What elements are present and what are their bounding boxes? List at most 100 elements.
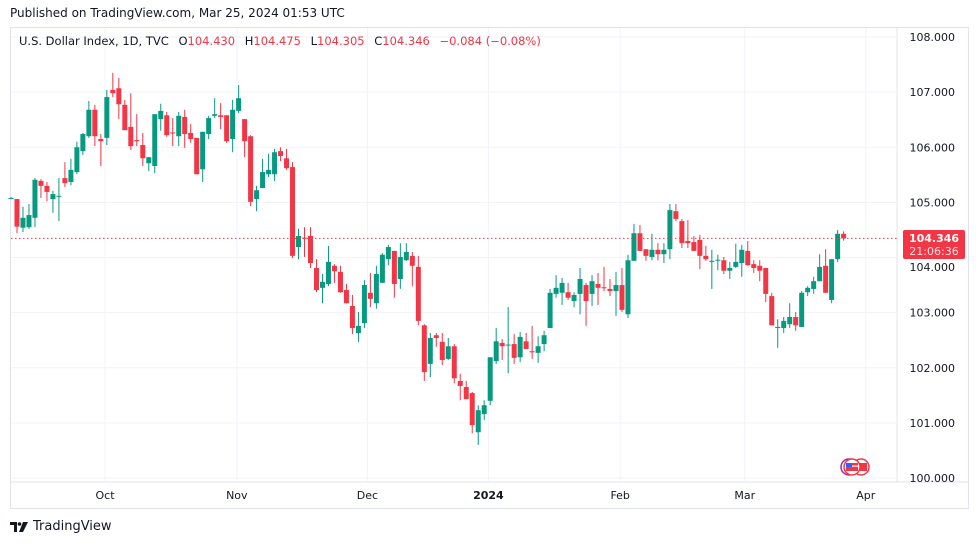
candle-down — [290, 162, 296, 259]
candle-up — [805, 286, 811, 297]
price-tick-label: 107.000 — [910, 86, 956, 99]
candle-down — [62, 162, 68, 187]
candle-up — [445, 337, 451, 361]
candle-down — [697, 234, 703, 270]
time-tick-label: Feb — [610, 489, 629, 502]
candle-body — [194, 137, 200, 175]
candle-body — [607, 288, 613, 292]
candle-down — [313, 259, 319, 293]
candle-down — [601, 266, 607, 292]
candle-body — [775, 326, 781, 328]
candle-down — [218, 103, 224, 130]
candle-up — [661, 243, 667, 264]
candle-down — [619, 267, 625, 313]
candle-down — [242, 119, 248, 158]
candle-body — [242, 119, 248, 142]
candle-down — [164, 111, 170, 137]
candle-down — [349, 294, 355, 335]
candle-body — [601, 287, 607, 289]
grid-lines — [10, 28, 969, 483]
candle-body — [86, 109, 92, 137]
symbol-title: U.S. Dollar Index, 1D, TVC — [19, 34, 169, 48]
candle-body — [260, 172, 266, 189]
candle-up — [613, 271, 619, 316]
candle-body — [218, 115, 224, 117]
candle-body — [751, 264, 757, 268]
events-flag-icon[interactable] — [840, 458, 870, 476]
candle-down — [44, 181, 50, 202]
time-axis: Oct Nov Dec 2024 Feb Mar Apr — [96, 489, 876, 502]
candle-body — [212, 114, 218, 116]
candle-down — [110, 72, 116, 98]
candle-body — [128, 126, 134, 147]
candle-body — [535, 346, 541, 353]
close-value: 104.346 — [382, 34, 430, 48]
candle-body — [104, 97, 110, 138]
candle-down — [499, 339, 505, 361]
candle-down — [439, 333, 445, 365]
candle-body — [583, 285, 589, 302]
tradingview-logo[interactable]: TradingView — [10, 519, 112, 534]
candle-body — [248, 136, 254, 202]
candle-body — [499, 342, 505, 347]
candle-body — [523, 341, 529, 350]
candle-body — [80, 134, 86, 152]
candle-body — [487, 357, 493, 401]
candle-up — [272, 148, 278, 181]
candle-down — [224, 115, 230, 143]
candle-body — [667, 210, 673, 250]
price-tick-label: 102.000 — [910, 362, 956, 375]
candle-up — [361, 280, 367, 329]
price-tag-box — [903, 230, 965, 259]
candle-body — [397, 256, 403, 279]
candle-body — [463, 387, 469, 400]
candle-body — [481, 405, 487, 415]
candle-body — [272, 152, 278, 175]
candle-up — [475, 405, 481, 445]
candle-body — [457, 380, 463, 386]
candle-body — [745, 250, 751, 266]
time-tick-label: Dec — [357, 489, 378, 502]
candle-body — [685, 240, 691, 244]
candle-down — [607, 278, 613, 297]
candle-body — [391, 250, 397, 284]
candle-up — [727, 261, 733, 279]
candle-body — [571, 294, 577, 302]
candle-body — [451, 346, 457, 379]
candle-body — [68, 169, 74, 182]
candle-body — [206, 118, 212, 135]
candle-down — [451, 344, 457, 384]
candle-body — [619, 285, 625, 310]
candle-body — [661, 249, 667, 255]
candle-down — [463, 380, 469, 400]
candle-down — [337, 265, 343, 293]
candle-body — [38, 180, 44, 186]
candle-up — [505, 307, 511, 374]
candle-up — [8, 196, 14, 200]
candle-down — [763, 267, 769, 303]
candle-body — [799, 292, 805, 327]
candle-up — [589, 275, 595, 307]
candle-body — [122, 104, 128, 131]
candle-down — [128, 93, 134, 151]
candle-down — [331, 264, 337, 283]
candle-body — [92, 109, 98, 137]
price-tick-label: 104.000 — [910, 261, 956, 274]
candle-up — [74, 141, 80, 175]
candle-up — [355, 312, 361, 342]
candle-up — [625, 254, 631, 319]
price-tag-countdown: 21:06:36 — [909, 245, 958, 258]
candle-body — [44, 185, 50, 192]
candle-body — [236, 98, 242, 111]
candle-body — [733, 261, 739, 267]
candle-body — [230, 109, 236, 139]
candle-body — [170, 132, 176, 134]
candle-down — [757, 260, 763, 282]
price-tick-label: 101.000 — [910, 417, 956, 430]
change-value: −0.084 (−0.08%) — [439, 34, 541, 48]
candle-body — [541, 335, 547, 345]
candle-down — [248, 135, 254, 207]
price-tag: 104.346 21:06:36 — [903, 230, 965, 259]
candle-body — [188, 132, 194, 139]
